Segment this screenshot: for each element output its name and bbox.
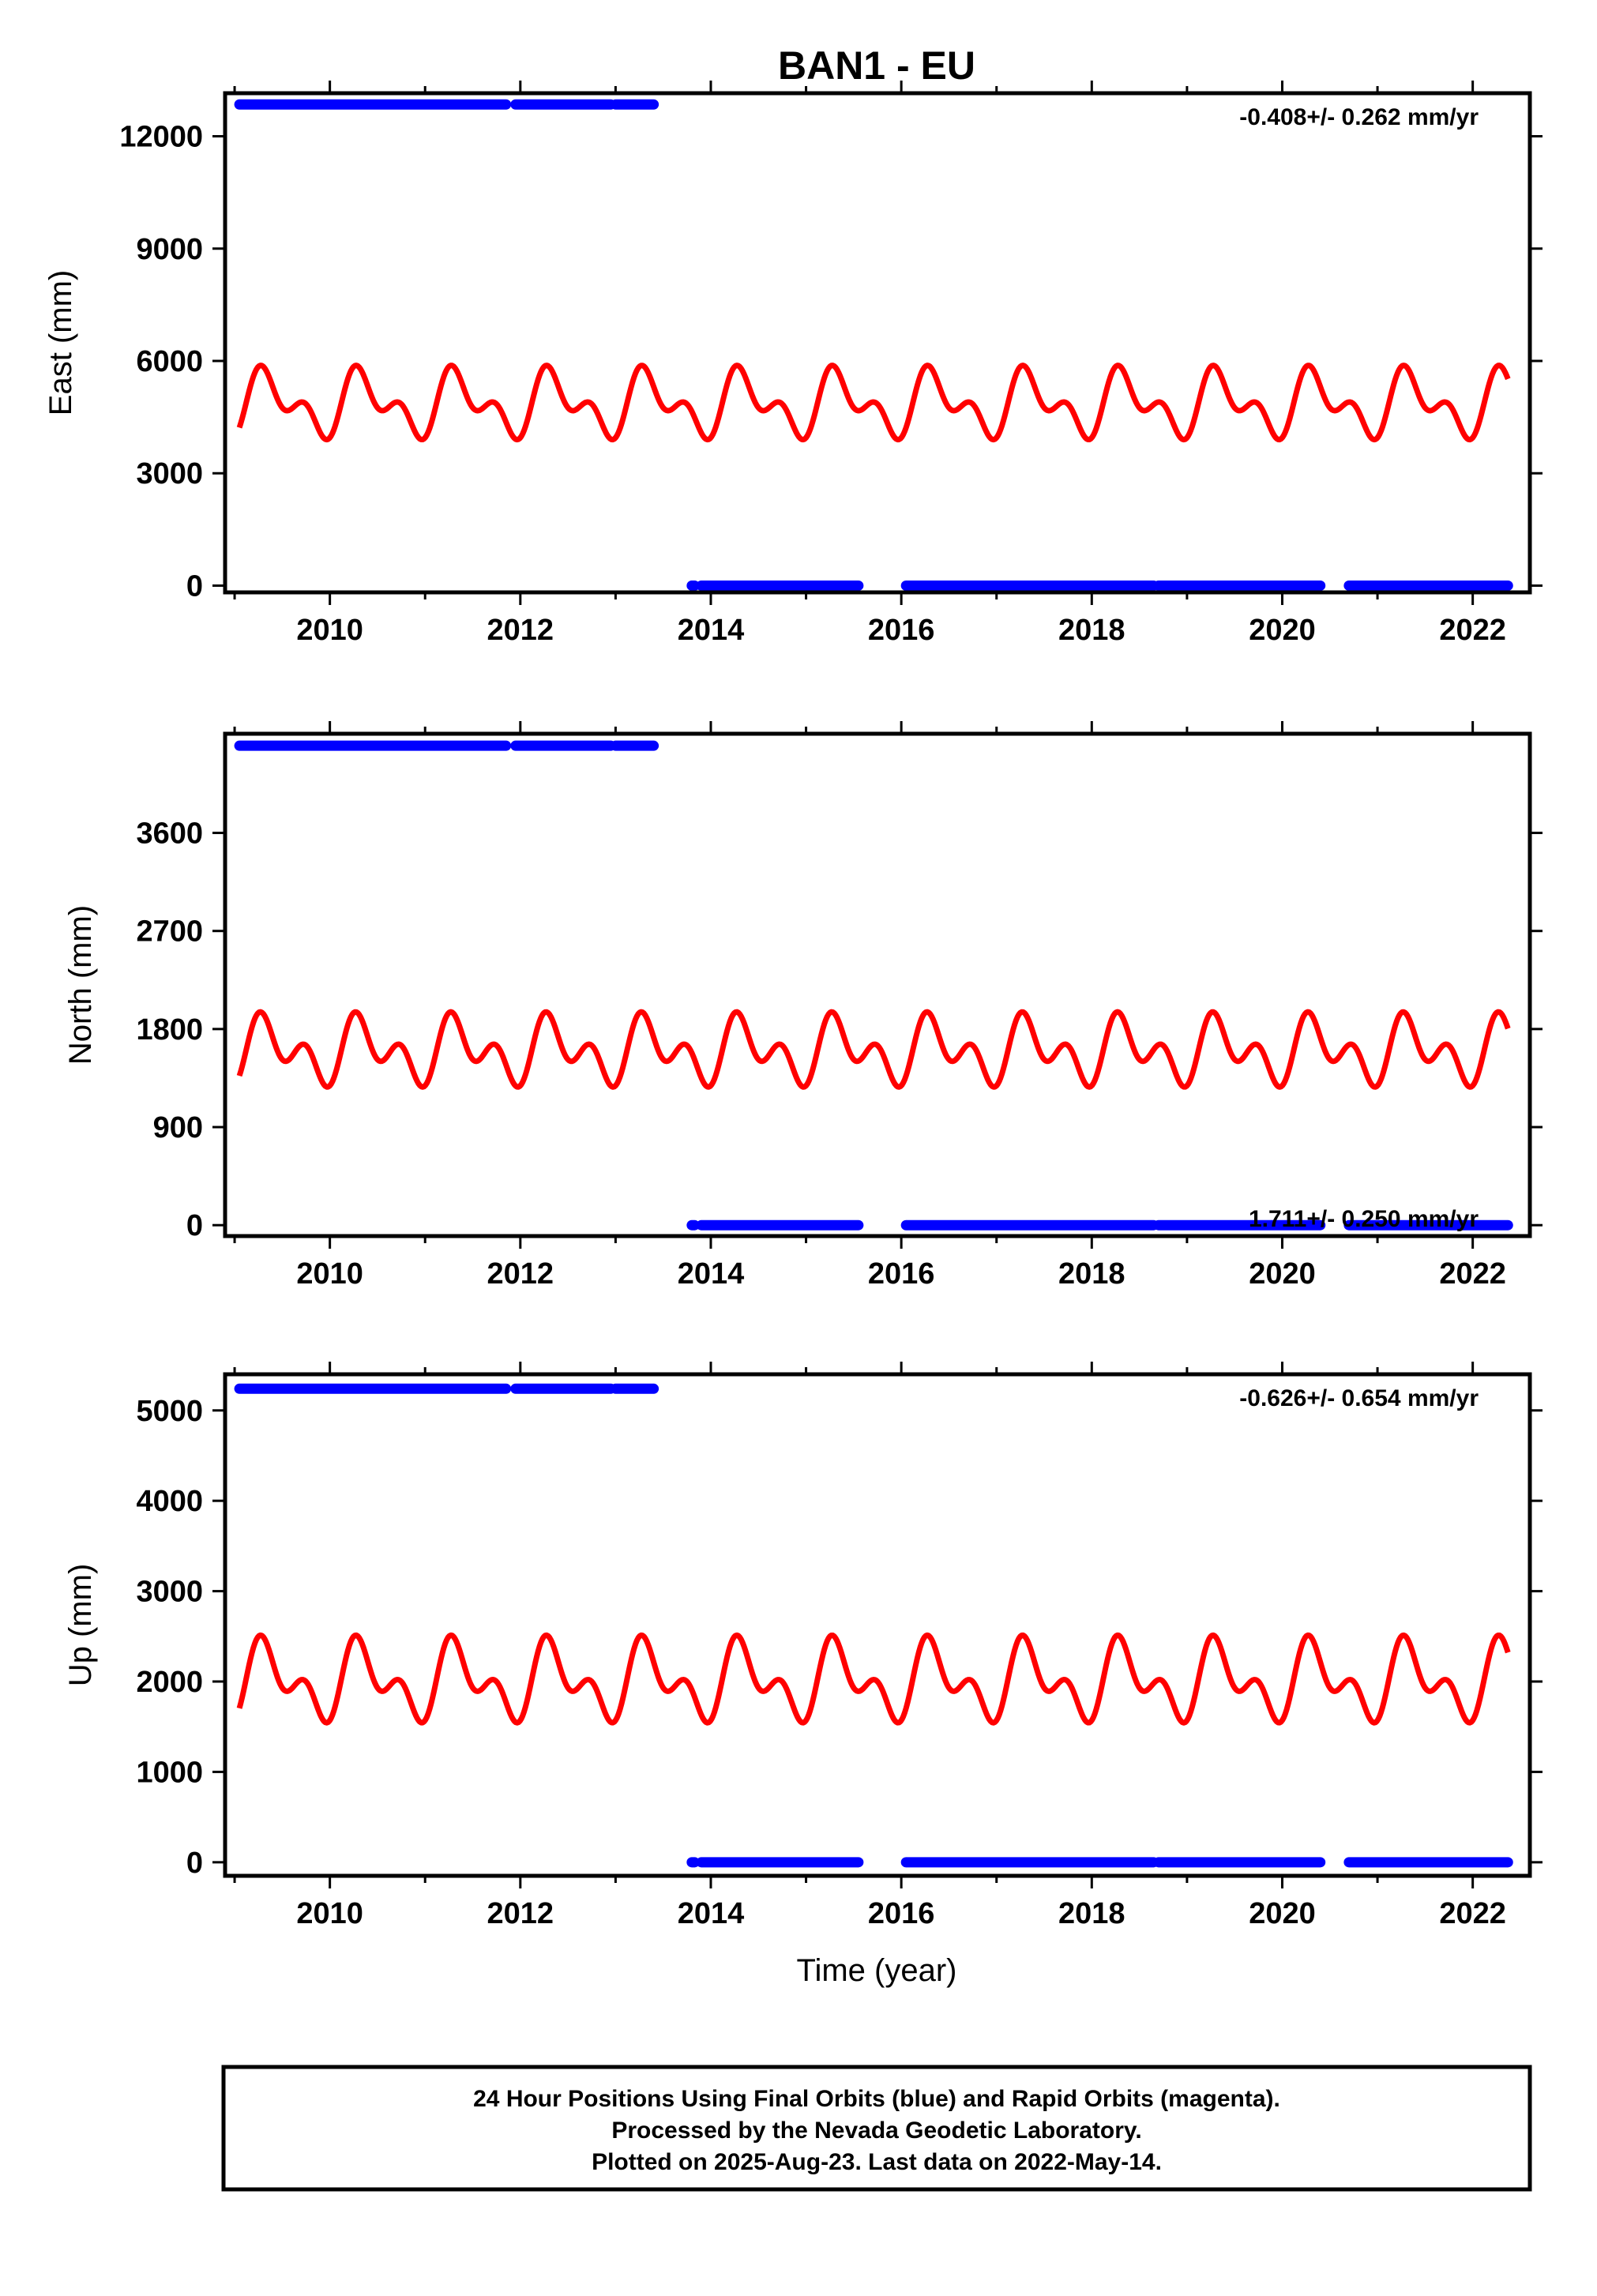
up-model-curve (236, 1632, 1511, 1726)
axes-frame-up (223, 1372, 1532, 1878)
x-tick-label-up: 2012 (487, 1897, 554, 1930)
x-tick-label-east: 2020 (1249, 614, 1316, 647)
y-tick-label-up: 1000 (136, 1756, 203, 1789)
x-tick-label-up: 2018 (1058, 1897, 1125, 1930)
x-tick-label-east: 2022 (1439, 614, 1506, 647)
y-axis-label-up: Up (mm) (63, 1564, 98, 1687)
y-tick-label-east: 3000 (136, 457, 203, 490)
y-tick-label-north: 900 (153, 1111, 203, 1144)
figure-title: BAN1 - EU (778, 43, 975, 88)
y-tick-label-east: 12000 (119, 121, 203, 154)
plot-area-up (234, 1383, 1513, 1868)
panel-up: 2010 2012 2014 2016 2018 2020 2022 0 1000 2000 300… (63, 1362, 1543, 1930)
x-tick-label-up: 2022 (1439, 1897, 1506, 1930)
axes-frame-north (223, 731, 1532, 1238)
x-tick-label-north: 2010 (296, 1257, 363, 1291)
y-tick-label-up: 0 (186, 1847, 203, 1880)
y-tick-label-north: 2700 (136, 915, 203, 949)
x-tick-label-north: 2016 (868, 1257, 935, 1291)
y-tick-label-north: 1800 (136, 1013, 203, 1047)
plot-area-north (234, 740, 1513, 1231)
x-tick-label-east: 2012 (487, 614, 554, 647)
x-tick-label-north: 2014 (678, 1257, 745, 1291)
y-tick-label-up: 5000 (136, 1395, 203, 1428)
x-tick-label-north: 2012 (487, 1257, 554, 1291)
y-axis-label-north: North (mm) (63, 905, 98, 1065)
x-tick-label-north: 2020 (1249, 1257, 1316, 1291)
y-tick-label-east: 9000 (136, 233, 203, 266)
x-tick-label-up: 2016 (868, 1897, 935, 1930)
x-tick-label-up: 2020 (1249, 1897, 1316, 1930)
y-tick-label-up: 4000 (136, 1485, 203, 1518)
east-model-curve (236, 363, 1511, 443)
axes-frame-east (223, 91, 1532, 595)
y-tick-label-up: 2000 (136, 1666, 203, 1699)
velocity-label-east: -0.408+/- 0.262 mm/yr (1239, 104, 1479, 130)
y-tick-label-east: 6000 (136, 345, 203, 378)
north-model-curve (236, 1009, 1511, 1090)
x-tick-label-east: 2014 (678, 614, 745, 647)
velocity-label-north: 1.711+/- 0.250 mm/yr (1249, 1206, 1479, 1232)
panels: 2010 2012 2014 2016 2018 2020 2022 0 3000 6000 900… (43, 81, 1543, 1930)
x-tick-label-north: 2018 (1058, 1257, 1125, 1291)
footer-line-2: Processed by the Nevada Geodetic Laborat… (611, 2118, 1141, 2144)
panel-north: 2010 2012 2014 2016 2018 2020 2022 0 900 1800 2700… (63, 721, 1543, 1291)
panel-east: 2010 2012 2014 2016 2018 2020 2022 0 3000 6000 900… (43, 81, 1543, 647)
y-tick-label-north: 3600 (136, 817, 203, 851)
y-tick-label-up: 3000 (136, 1576, 203, 1609)
x-tick-label-north: 2022 (1439, 1257, 1506, 1291)
footer-line-1: 24 Hour Positions Using Final Orbits (bl… (473, 2086, 1280, 2112)
x-tick-label-east: 2016 (868, 614, 935, 647)
x-tick-label-up: 2010 (296, 1897, 363, 1930)
footer-line-3: Plotted on 2025-Aug-23. Last data on 202… (592, 2149, 1162, 2175)
y-axis-label-east: East (mm) (43, 270, 78, 415)
footer-box: 24 Hour Positions Using Final Orbits (bl… (221, 2065, 1532, 2192)
velocity-label-up: -0.626+/- 0.654 mm/yr (1239, 1385, 1479, 1411)
y-tick-label-north: 0 (186, 1209, 203, 1242)
x-tick-label-up: 2014 (678, 1897, 745, 1930)
x-axis-label: Time (year) (797, 1953, 957, 1988)
x-tick-label-east: 2010 (296, 614, 363, 647)
plot-area-east (234, 99, 1513, 591)
y-tick-label-east: 0 (186, 569, 203, 603)
x-tick-label-east: 2018 (1058, 614, 1125, 647)
